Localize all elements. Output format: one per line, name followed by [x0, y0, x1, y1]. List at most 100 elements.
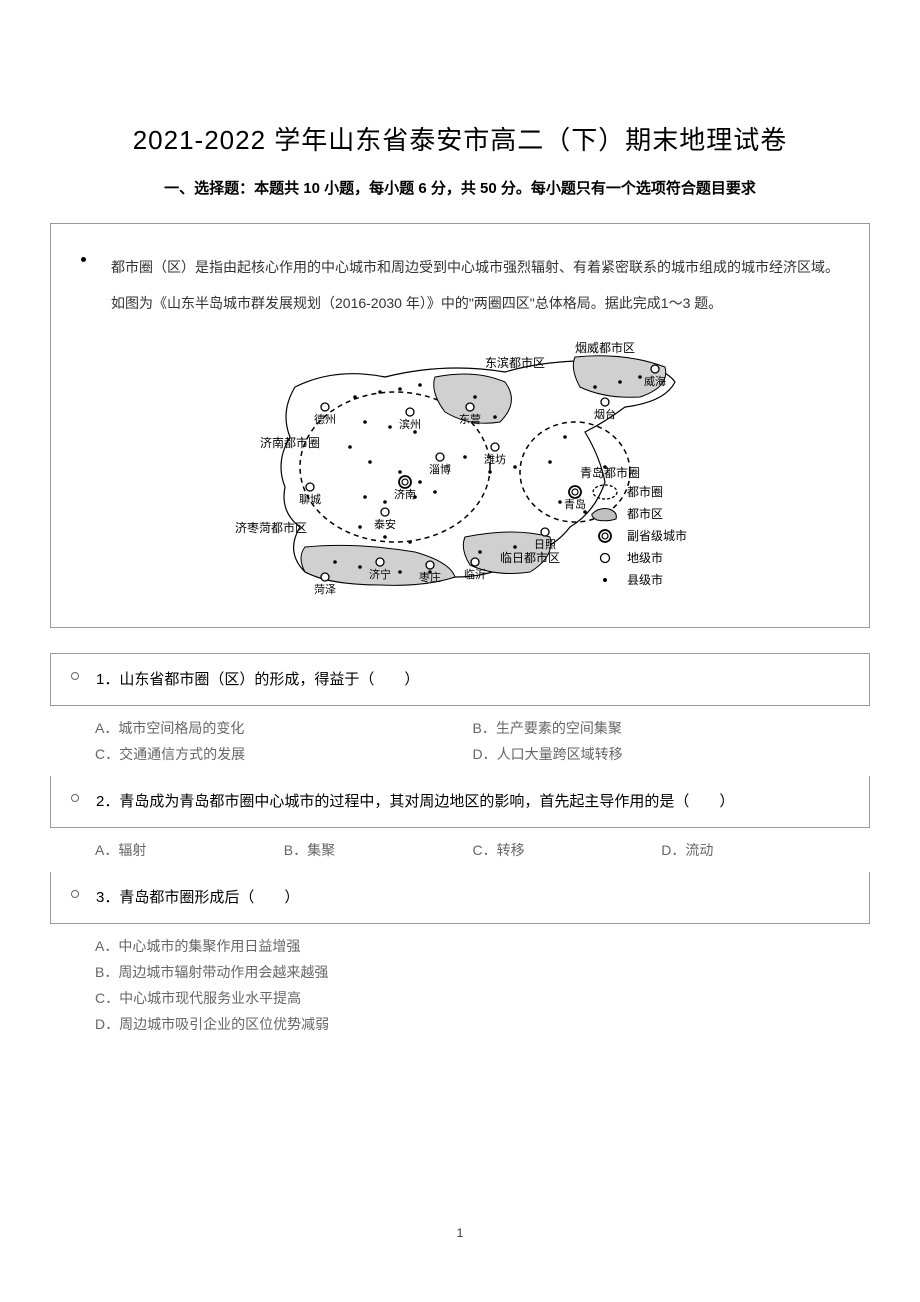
svg-text:都市区: 都市区: [627, 506, 663, 521]
city-label: 潍坊: [484, 452, 506, 466]
option-item: B．周边城市辐射带动作用会越来越强: [95, 962, 850, 982]
circle-marker-icon: [71, 890, 79, 898]
city-marker-inner: [572, 489, 578, 495]
bullet-icon: [81, 257, 86, 262]
county-dot: [418, 383, 422, 387]
county-dot: [638, 375, 642, 379]
city-label: 滨州: [399, 417, 421, 431]
legend-item: 县级市: [603, 572, 663, 587]
question-stem: 2．青岛成为青岛都市圈中心城市的过程中，其对周边地区的影响，首先起主导作用的是（…: [96, 788, 849, 815]
city-label: 菏泽: [314, 583, 336, 596]
county-dot: [493, 415, 497, 419]
county-dot: [383, 500, 387, 504]
option-item: D．流动: [661, 840, 850, 860]
city-marker: [651, 365, 659, 373]
region-label: 青岛都市圈: [580, 465, 640, 480]
legend-item: 都市区: [592, 506, 663, 521]
exam-title: 2021-2022 学年山东省泰安市高二（下）期末地理试卷: [50, 120, 870, 157]
option-item: C．转移: [473, 840, 662, 860]
city-marker: [569, 486, 581, 498]
options-group: A．中心城市的集聚作用日益增强 B．周边城市辐射带动作用会越来越强 C．中心城市现代…: [50, 924, 870, 1046]
city-marker: [426, 561, 434, 569]
map-container: 德州滨州东营威海烟台潍坊淄博济南聊城泰安青岛日照菏泽济宁枣庄临沂东滨都市区烟威都…: [81, 327, 839, 612]
county-dot: [558, 500, 562, 504]
legend-item: 地级市: [601, 550, 664, 565]
context-box: 都市圈（区）是指由起核心作用的中心城市和周边受到中心城市强烈辐射、有着紧密联系的…: [50, 223, 870, 628]
city-marker: [491, 443, 499, 451]
option-item: D．周边城市吸引企业的区位优势减弱: [95, 1014, 850, 1034]
city-marker: [436, 453, 444, 461]
city-marker: [406, 408, 414, 416]
section-header: 一、选择题：本题共 10 小题，每小题 6 分，共 50 分。每小题只有一个选项…: [50, 177, 870, 198]
county-dot: [398, 470, 402, 474]
city-marker: [306, 483, 314, 491]
county-dot: [463, 455, 467, 459]
county-dot: [358, 525, 362, 529]
city-marker: [541, 528, 549, 536]
option-item: B．生产要素的空间集聚: [473, 718, 851, 738]
question-box: 3．青岛都市圈形成后（ ）: [50, 872, 870, 924]
city-label: 聊城: [299, 492, 321, 506]
county-dot: [563, 435, 567, 439]
county-dot: [348, 445, 352, 449]
county-dot: [368, 460, 372, 464]
circle-marker-icon: [71, 672, 79, 680]
shandong-map: 德州滨州东营威海烟台潍坊淄博济南聊城泰安青岛日照菏泽济宁枣庄临沂东滨都市区烟威都…: [205, 327, 715, 607]
city-label: 淄博: [429, 463, 451, 476]
svg-text:县级市: 县级市: [627, 572, 663, 587]
city-marker-inner: [402, 479, 408, 485]
county-dot: [473, 395, 477, 399]
city-marker: [466, 403, 474, 411]
option-item: A．辐射: [95, 840, 284, 860]
county-dot: [398, 387, 402, 391]
region-label: 济南都市圈: [260, 435, 320, 450]
question-stem: 3．青岛都市圈形成后（ ）: [96, 884, 849, 911]
option-item: C．交通通信方式的发展: [95, 744, 473, 764]
city-label: 威海: [644, 374, 666, 388]
county-dot: [378, 390, 382, 394]
county-dot: [383, 535, 387, 539]
city-label: 济南: [394, 487, 416, 501]
city-label: 烟台: [594, 407, 616, 421]
county-dot: [433, 490, 437, 494]
option-item: B．集聚: [284, 840, 473, 860]
city-marker: [471, 558, 479, 566]
county-dot: [478, 550, 482, 554]
county-dot: [488, 470, 492, 474]
county-dot: [418, 480, 422, 484]
svg-text:副省级城市: 副省级城市: [627, 528, 687, 543]
city-label: 德州: [314, 412, 336, 426]
circle-marker-icon: [71, 794, 79, 802]
city-marker: [399, 476, 411, 488]
question-box: 1．山东省都市圈（区）的形成，得益于（ ）: [50, 653, 870, 706]
option-item: C．中心城市现代服务业水平提高: [95, 988, 850, 1008]
city-label: 枣庄: [419, 570, 441, 584]
city-label: 日照: [534, 538, 556, 551]
city-label: 济宁: [369, 567, 391, 581]
city-label: 东营: [459, 412, 481, 426]
page-number: 1: [50, 1226, 870, 1240]
county-dot: [398, 570, 402, 574]
county-dot: [388, 425, 392, 429]
county-dot: [408, 540, 412, 544]
svg-text:地级市: 地级市: [627, 550, 663, 565]
question-box: 2．青岛成为青岛都市圈中心城市的过程中，其对周边地区的影响，首先起主导作用的是（…: [50, 776, 870, 828]
county-dot: [593, 385, 597, 389]
options-group: A．城市空间格局的变化B．生产要素的空间集聚C．交通通信方式的发展D．人口大量跨…: [50, 706, 870, 776]
region-label: 济枣菏都市区: [235, 520, 307, 535]
options-group: A．辐射B．集聚C．转移D．流动: [50, 828, 870, 872]
option-item: A．城市空间格局的变化: [95, 718, 473, 738]
county-dot: [513, 545, 517, 549]
option-item: A．中心城市的集聚作用日益增强: [95, 936, 850, 956]
region-label: 临日都市区: [500, 550, 560, 565]
county-dot: [618, 380, 622, 384]
city-label: 青岛: [564, 497, 586, 511]
legend-item: 副省级城市: [599, 528, 687, 543]
option-item: D．人口大量跨区域转移: [473, 744, 851, 764]
city-marker: [601, 398, 609, 406]
county-dot: [333, 560, 337, 564]
city-marker: [321, 573, 329, 581]
county-dot: [363, 495, 367, 499]
region-label: 东滨都市区: [485, 355, 545, 370]
region-label: 烟威都市区: [575, 340, 635, 355]
